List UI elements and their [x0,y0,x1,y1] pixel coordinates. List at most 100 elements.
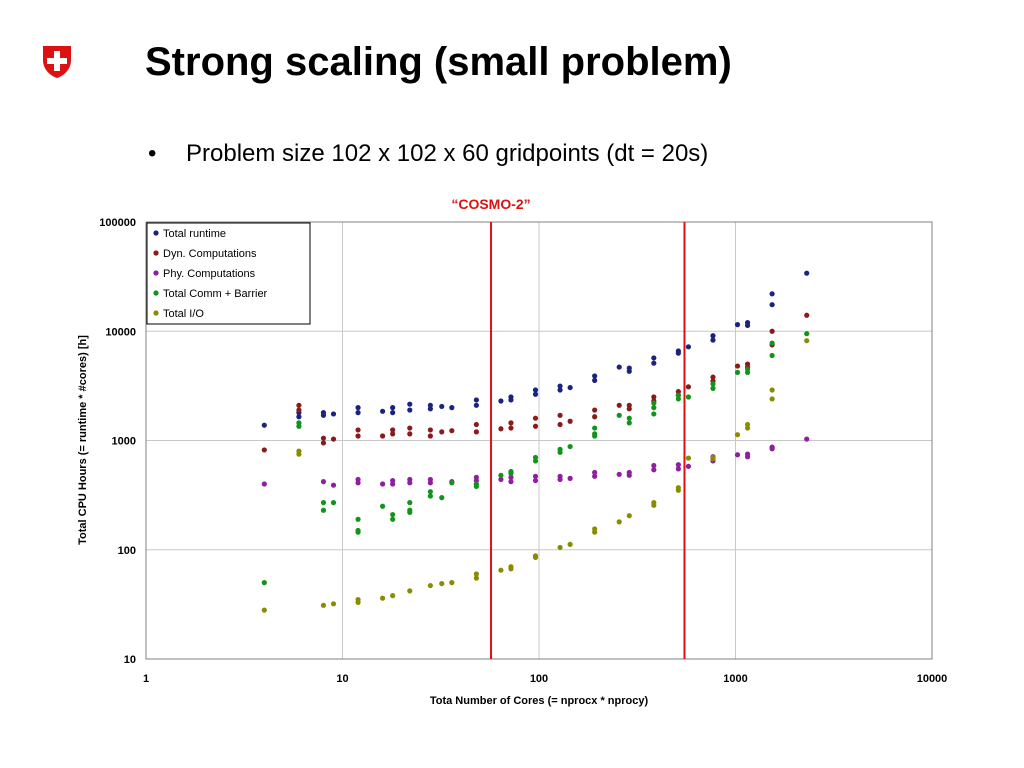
data-point [734,322,741,328]
data-point [532,473,539,479]
data-point [567,384,573,391]
data-point [804,270,810,276]
data-point [380,433,386,439]
data-point [626,368,632,374]
data-point [439,580,445,587]
data-point [710,374,716,380]
data-point [296,414,302,420]
data-point [330,411,337,417]
data-point [675,350,681,356]
data-point [651,411,657,417]
data-point [498,567,504,573]
y-tick-label: 100 [118,545,136,557]
data-point [296,407,302,413]
data-point [508,479,514,485]
data-point [407,480,413,486]
legend-marker [153,270,159,276]
x-tick-label: 10000 [917,673,948,685]
data-point [626,415,632,421]
x-axis-label: Tota Number of Cores (= nprocx * nprocy) [430,695,649,707]
data-point [675,392,681,398]
data-point [355,599,361,605]
data-point [261,580,267,586]
legend-label: Dyn. Computations [163,248,257,260]
data-point [685,455,692,461]
data-point [330,601,337,607]
data-point [804,338,810,344]
data-point [380,408,386,414]
data-point [769,387,775,393]
y-tick-label: 10 [124,654,136,666]
data-point [592,473,598,479]
data-point [557,476,563,483]
data-point [261,447,267,453]
data-point [804,331,810,337]
data-point [320,412,327,418]
data-point [473,575,479,581]
data-point [532,554,539,561]
data-point [567,418,573,424]
data-point [473,483,479,490]
data-point [734,363,741,369]
chart-legend: Total runtime Dyn. Computations Phy. Compu… [146,222,311,325]
data-point [651,360,657,366]
bullet-marker: • [148,140,157,167]
data-point [616,519,622,525]
data-point [710,333,716,339]
data-point [710,337,716,343]
plot-area-border [145,221,933,660]
series-group [261,331,810,586]
data-point [734,452,741,458]
data-point [390,481,396,487]
data-point [473,397,479,403]
data-point [532,423,539,429]
data-point [449,405,455,411]
data-point [390,593,396,599]
data-point [626,513,632,519]
legend-label: Total Comm + Barrier [163,288,268,300]
data-point [567,443,573,450]
data-point [557,449,563,455]
data-point [685,394,692,400]
data-point [355,516,361,522]
data-point [557,421,563,428]
data-point [473,421,479,428]
legend-box [146,222,311,325]
data-point [296,402,302,408]
data-point [651,394,657,400]
data-point [769,352,775,359]
data-point [355,529,361,535]
data-point [498,426,504,432]
data-point [675,396,681,402]
y-tick-label: 1000 [112,436,136,448]
data-point [390,431,396,437]
legend-marker [153,250,159,256]
data-point [744,425,751,431]
legend-label: Total I/O [163,308,204,320]
data-point [498,398,504,404]
data-point [498,472,504,478]
data-point [769,340,775,346]
legend-label: Total runtime [163,228,226,240]
data-point [592,425,598,431]
data-point [710,381,716,387]
data-point [390,511,396,518]
x-tick-label: 1 [143,673,149,685]
data-point [320,602,327,608]
data-point [427,582,433,589]
series-group [261,312,810,453]
data-point [651,355,657,361]
data-point [616,412,622,418]
series-group [261,270,810,428]
swiss-cross-logo [43,46,71,78]
legend-marker [153,290,159,296]
data-point [734,432,741,438]
data-point [651,400,657,406]
y-axis-label: Total CPU Hours (= runtime * #cores) [h] [77,335,89,545]
data-point [744,369,751,376]
data-point [592,433,598,439]
data-point [320,435,327,441]
x-tick-label: 100 [530,673,548,685]
data-point [804,436,810,442]
data-point [508,470,514,476]
